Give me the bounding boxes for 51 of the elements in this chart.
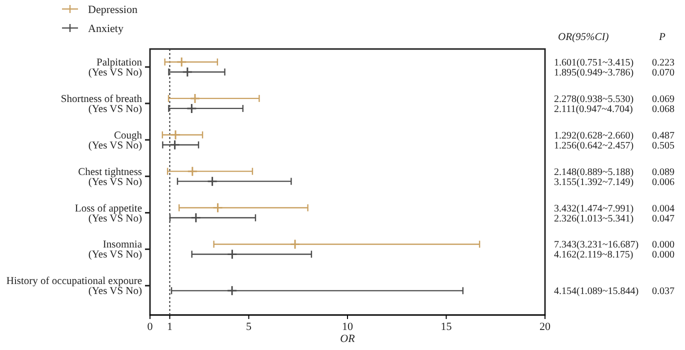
y-tick-label: (Yes VS No) (88, 140, 142, 152)
y-tick-label: (Yes VS No) (88, 213, 142, 224)
y-tick-label: (Yes VS No) (88, 104, 142, 115)
text: 0.070 (652, 68, 674, 78)
x-tick-label: 10 (342, 320, 354, 333)
text: 0.000 (652, 240, 674, 251)
text: 2.148(0.889~5.188) (554, 166, 634, 178)
text: 1.601(0.751~3.415) (554, 58, 634, 68)
text: OR(95%CI) (558, 32, 610, 43)
y-tick-label: (Yes VS No) (88, 176, 142, 188)
text: P (658, 32, 666, 43)
text: 2.326(1.013~5.341) (554, 213, 634, 224)
legend-label: Anxiety (88, 23, 124, 35)
text: 0.037 (652, 286, 674, 298)
y-tick-label: Shortness of breath (60, 94, 143, 105)
text: 0.006 (652, 176, 674, 188)
text: 1.895(0.949~3.786) (554, 68, 634, 78)
text: 1.292(0.628~2.660) (554, 130, 634, 142)
text: 3.155(1.392~7.149) (554, 176, 634, 188)
x-tick-label: 5 (246, 320, 252, 333)
text: 0.000 (652, 250, 674, 261)
x-tick-label: 1 (167, 320, 172, 333)
y-tick-label: (Yes VS No) (88, 68, 142, 78)
text: 0.069 (652, 94, 674, 105)
text: 0.004 (652, 203, 674, 214)
text: 0.047 (652, 213, 674, 224)
text: 7.343(3.231~16.687) (554, 240, 639, 251)
x-axis-title: OR (340, 333, 356, 345)
y-tick-label: History of occupational expoure (6, 276, 142, 288)
x-tick-label: 15 (440, 320, 452, 333)
y-tick-label: Insomnia (102, 240, 142, 251)
text: 4.154(1.089~15.844) (554, 286, 639, 298)
text: 2.278(0.938~5.530) (554, 94, 634, 105)
text: 0.505 (652, 140, 674, 152)
x-tick-label: 0 (147, 320, 154, 333)
text: 3.432(1.474~7.991) (554, 203, 634, 214)
y-tick-label: (Yes VS No) (88, 250, 142, 261)
y-tick-label: Cough (114, 130, 143, 142)
text: 0.068 (652, 104, 674, 115)
text: 0.089 (652, 166, 674, 178)
y-tick-label: (Yes VS No) (88, 286, 142, 298)
text: 2.111(0.947~4.704) (554, 104, 633, 115)
y-tick-label: Chest tightness (78, 166, 142, 178)
text: 1.256(0.642~2.457) (554, 140, 634, 152)
text: 0.223 (652, 58, 674, 68)
y-tick-label: Palpitation (96, 58, 143, 68)
y-tick-label: Loss of appetite (74, 203, 142, 214)
legend-label: Depression (88, 4, 138, 16)
text: 4.162(2.119~8.175) (554, 250, 634, 261)
text: 0.487 (652, 130, 674, 142)
x-tick-label: 20 (540, 320, 551, 333)
